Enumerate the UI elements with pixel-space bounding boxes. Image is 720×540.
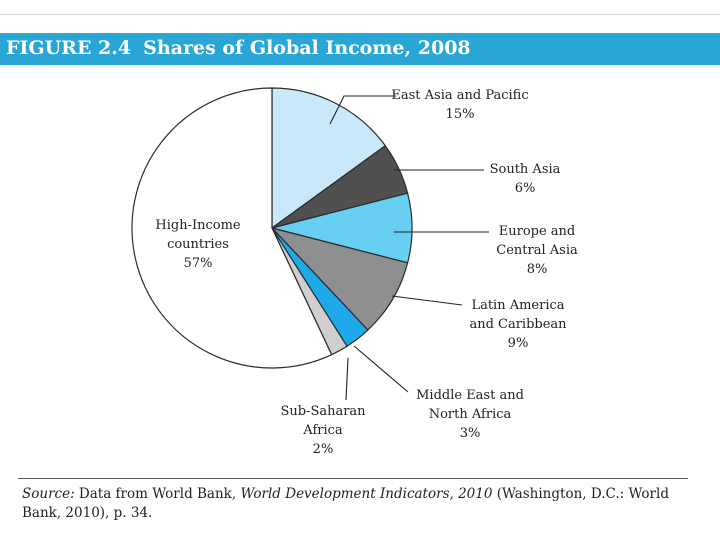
figure-title-text: Shares of Global Income, 2008 — [143, 37, 471, 59]
slice-label-sub-saharan-africa: Sub-Saharan Africa 2% — [280, 402, 365, 459]
figure-number: FIGURE 2.4 — [6, 37, 132, 59]
slice-label-line: countries — [167, 237, 229, 252]
source-publication: World Development Indicators, 2010 — [240, 486, 493, 502]
pie-slice-east-asia-pacific — [271, 87, 386, 229]
source-text-1: Data from World Bank, — [74, 486, 241, 502]
slice-label-line: Europe and — [498, 224, 576, 239]
slice-label-line: and Caribbean — [469, 317, 567, 332]
slice-label-line: Africa — [303, 423, 343, 438]
figure-title: FIGURE 2.4 Shares of Global Income, 2008 — [6, 37, 471, 59]
pie-slice-high-income-countries — [131, 87, 333, 369]
slice-label-line: South Asia — [489, 162, 561, 177]
slice-percent: 57% — [183, 256, 213, 271]
figure-header-bar — [0, 33, 720, 65]
slice-label-latin-america-caribbean: Latin America and Caribbean 9% — [469, 296, 566, 353]
leader-line-latin-america-caribbean — [391, 295, 463, 306]
slice-percent: 9% — [507, 336, 529, 351]
slice-label-europe-central-asia: Europe and Central Asia 8% — [496, 222, 577, 279]
slice-percent: 3% — [459, 426, 481, 441]
slice-label-line: Latin America — [471, 298, 565, 313]
slice-label-line: Central Asia — [496, 243, 578, 258]
leader-line-middle-east-north-africa — [353, 345, 409, 393]
slice-label-middle-east-north-africa: Middle East and North Africa 3% — [416, 386, 524, 443]
slice-percent: 2% — [312, 442, 334, 457]
pie-slice-latin-america-caribbean — [271, 227, 409, 331]
slice-percent: 6% — [514, 181, 536, 196]
source-text-2: (Washington, D.C.: World Bank, 2010), p.… — [22, 486, 669, 521]
source-prefix: Source: — [22, 486, 75, 502]
slice-label-line: High-Income — [155, 218, 241, 233]
slice-label-line: Middle East and — [416, 388, 524, 403]
source-note: Source: Data from World Bank, World Deve… — [22, 485, 682, 523]
slice-label-line: North Africa — [428, 407, 512, 422]
leader-line-sub-saharan-africa — [345, 357, 349, 401]
slice-label-high-income-countries: High-Income countries 57% — [155, 216, 240, 273]
slice-label-line: Sub-Saharan — [280, 404, 366, 419]
slice-label-south-asia: South Asia 6% — [490, 160, 561, 198]
slice-percent: 8% — [526, 262, 548, 277]
slice-percent: 15% — [445, 107, 475, 122]
leader-line-east-asia-pacific — [329, 95, 396, 125]
top-divider — [0, 14, 720, 15]
slice-label-east-asia-pacific: East Asia and Pacific 15% — [391, 86, 528, 124]
slice-label-line: East Asia and Pacific — [391, 88, 529, 103]
bottom-divider — [18, 478, 688, 479]
